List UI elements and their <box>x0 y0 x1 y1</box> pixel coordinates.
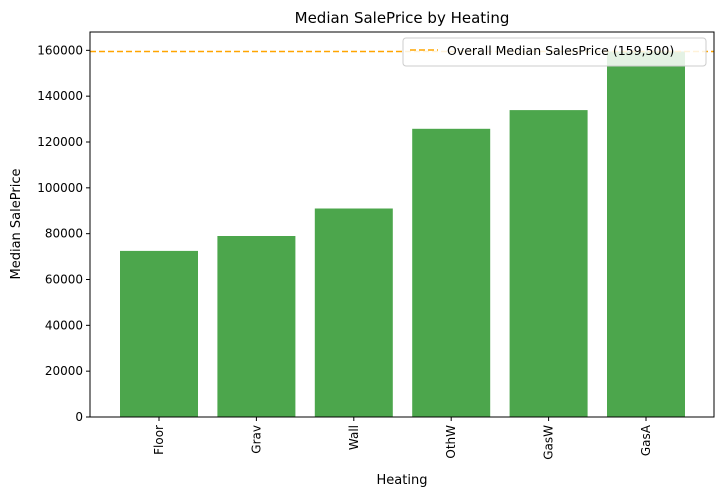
x-tick-label: Floor <box>152 425 166 455</box>
legend-label: Overall Median SalesPrice (159,500) <box>447 43 674 58</box>
x-tick-label: OthW <box>444 425 458 459</box>
y-tick-label: 40000 <box>45 318 83 332</box>
bars-group <box>120 51 685 418</box>
bar-grav <box>217 236 296 417</box>
y-tick-label: 120000 <box>37 135 83 149</box>
bar-gasw <box>509 110 588 417</box>
y-tick-label: 140000 <box>37 89 83 103</box>
x-tick-label: GasW <box>542 425 556 460</box>
y-tick-label: 100000 <box>37 181 83 195</box>
x-axis-ticks: Floor Grav Wall OthW GasW GasA <box>152 417 653 460</box>
legend-box <box>402 37 707 67</box>
x-tick-label: Grav <box>249 425 263 454</box>
y-tick-label: 0 <box>75 410 83 424</box>
legend: Overall Median SalesPrice (159,500) <box>402 37 707 67</box>
bar-othw <box>412 128 491 418</box>
y-tick-label: 80000 <box>45 227 83 241</box>
bar-wall <box>314 208 393 417</box>
x-axis-label: Heating <box>377 473 428 488</box>
y-tick-label: 20000 <box>45 364 83 378</box>
x-tick-label: GasA <box>639 424 653 456</box>
y-axis-ticks: 0 20000 40000 60000 80000 100000 120000 140000 1… <box>37 43 90 424</box>
y-axis-label: Median SalePrice <box>9 169 24 280</box>
x-tick-label: Wall <box>347 425 361 450</box>
bar-floor <box>120 250 198 417</box>
y-tick-label: 160000 <box>37 43 83 57</box>
plot-frame <box>89 31 715 418</box>
y-tick-label: 60000 <box>45 273 83 287</box>
chart-title: Median SalePrice by Heating <box>295 9 510 27</box>
bar-gasa <box>607 51 685 417</box>
